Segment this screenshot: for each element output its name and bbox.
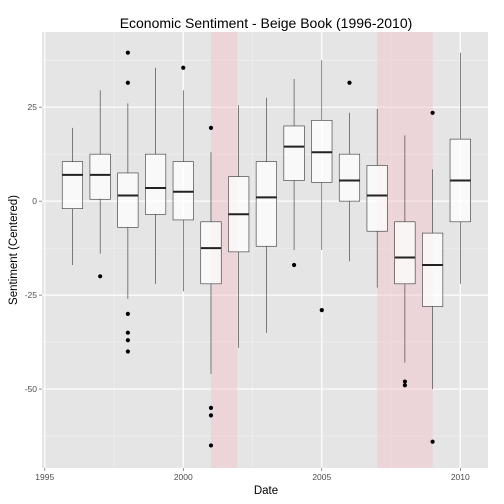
outlier-point <box>402 383 407 388</box>
outlier-point <box>125 349 130 354</box>
outlier-point <box>291 262 297 268</box>
box-2003 <box>255 161 277 247</box>
box-1997 <box>89 153 111 200</box>
y-tick-label: 25 <box>28 102 38 112</box>
box-2004 <box>283 125 305 181</box>
y-tick-label: -50 <box>25 384 38 394</box>
outlier-point <box>430 110 435 115</box>
outlier-point <box>125 311 130 316</box>
boxplots <box>61 50 471 448</box>
outlier-point <box>98 274 103 279</box>
outlier-point <box>208 443 214 448</box>
outlier-point <box>347 80 352 85</box>
outlier-point <box>125 338 130 343</box>
outlier-point <box>125 80 130 85</box>
x-axis-title: Date <box>254 485 278 497</box>
outlier-point <box>125 330 130 335</box>
outlier-point <box>402 379 407 384</box>
y-axis: -50 -25 0 25 <box>25 102 42 394</box>
outlier-point <box>208 405 214 410</box>
outlier-point <box>208 125 214 130</box>
box-2009 <box>422 232 444 307</box>
y-tick-label: -25 <box>25 290 38 300</box>
outlier-point <box>125 50 130 55</box>
x-axis: 1995 2000 2005 2010 <box>35 468 470 482</box>
outlier-point <box>430 439 435 444</box>
box-2006 <box>338 153 361 202</box>
x-tick-label: 2010 <box>451 472 470 482</box>
box-1996 <box>61 161 84 209</box>
y-tick-label: 0 <box>32 196 37 206</box>
box-2007 <box>366 165 388 232</box>
box-2008 <box>394 221 416 285</box>
outlier-point <box>319 308 324 313</box>
outlier-point <box>208 413 214 418</box>
box-2001 <box>200 221 222 285</box>
outlier-point <box>181 65 186 70</box>
x-tick-label: 1995 <box>35 472 54 482</box>
chart-title: Economic Sentiment - Beige Book (1996-20… <box>120 15 413 31</box>
box-1998 <box>117 172 139 228</box>
box-1999 <box>145 153 167 215</box>
y-axis-title: Sentiment (Centered) <box>8 195 20 305</box>
x-tick-label: 2005 <box>312 472 331 482</box>
x-tick-label: 2000 <box>174 472 193 482</box>
